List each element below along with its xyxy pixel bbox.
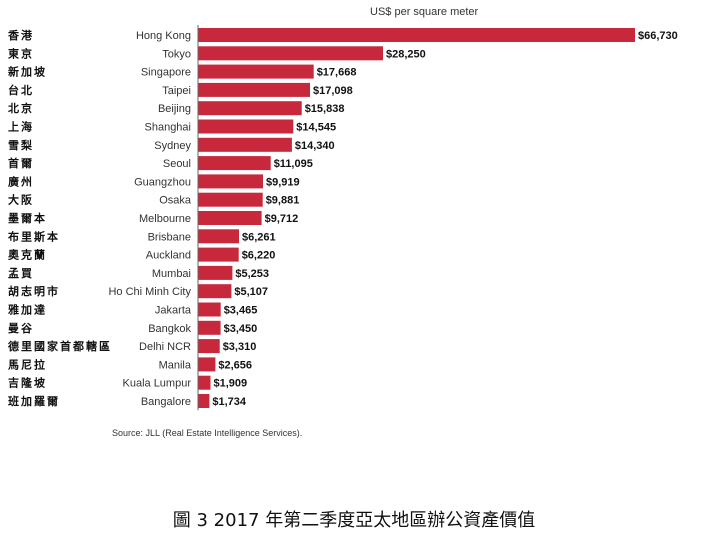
category-label: Shanghai	[145, 122, 192, 134]
bar	[198, 137, 292, 152]
bar	[198, 46, 383, 61]
category-label: Jakarta	[155, 305, 192, 317]
category-label: Melbourne	[139, 213, 191, 225]
value-label: $5,253	[235, 268, 269, 280]
bar	[198, 192, 263, 207]
value-label: $2,656	[218, 359, 252, 371]
category-label: Delhi NCR	[139, 341, 191, 353]
bar	[198, 64, 314, 79]
category-label: Auckland	[146, 250, 191, 262]
bar	[198, 284, 232, 299]
value-label: $17,668	[317, 67, 357, 79]
category-label-zh: 墨爾本	[8, 211, 47, 225]
bar	[198, 156, 271, 171]
category-label-zh: 廣州	[8, 174, 34, 188]
value-label: $17,098	[313, 85, 353, 97]
value-label: $9,881	[266, 195, 300, 207]
category-label: Kuala Lumpur	[123, 378, 192, 390]
category-label-zh: 北京	[8, 101, 34, 115]
value-label: $14,340	[295, 140, 335, 152]
category-label: Bangkok	[148, 323, 191, 335]
figure-caption: 圖 3 2017 年第二季度亞太地區辦公資產價值	[172, 510, 536, 531]
value-label: $3,450	[224, 323, 258, 335]
source-note: Source: JLL (Real Estate Intelligence Se…	[112, 428, 303, 438]
value-label: $1,734	[212, 396, 247, 408]
unit-label: US$ per square meter	[370, 6, 479, 18]
category-label-zh: 奧克蘭	[8, 248, 47, 262]
category-label-zh: 東京	[8, 46, 34, 60]
category-label: Sydney	[154, 140, 191, 152]
category-label-zh: 新加坡	[8, 65, 47, 79]
category-label-zh: 吉隆坡	[8, 376, 47, 390]
category-label: Brisbane	[148, 231, 191, 243]
bar	[198, 101, 302, 116]
category-label-zh: 上海	[8, 120, 34, 134]
value-label: $3,310	[223, 341, 257, 353]
bar	[198, 229, 239, 244]
value-label: $11,095	[274, 158, 313, 170]
value-label: $5,107	[234, 286, 268, 298]
category-label-zh: 德里國家首都轄區	[7, 339, 112, 353]
value-label: $6,261	[242, 231, 276, 243]
category-label: Bangalore	[141, 396, 191, 408]
category-label-zh: 馬尼拉	[8, 357, 47, 371]
category-label: Guangzhou	[134, 176, 191, 188]
bar	[198, 375, 211, 390]
bar	[198, 265, 233, 280]
category-label-zh: 班加羅爾	[8, 394, 60, 408]
category-label-zh: 香港	[7, 28, 34, 42]
value-label: $15,838	[305, 103, 345, 115]
value-label: $9,712	[265, 213, 299, 225]
bar	[198, 247, 239, 262]
value-label: $3,465	[224, 305, 258, 317]
bar	[198, 320, 221, 335]
bar	[198, 119, 294, 134]
value-label: $66,730	[638, 30, 678, 42]
value-label: $1,909	[214, 378, 248, 390]
category-label-zh: 雅加達	[8, 303, 47, 317]
bar	[198, 302, 221, 317]
bar	[198, 174, 263, 189]
bar	[198, 357, 216, 372]
category-label: Tokyo	[162, 48, 191, 60]
category-label: Singapore	[141, 67, 191, 79]
category-label: Ho Chi Minh City	[108, 286, 191, 298]
bar	[198, 28, 635, 42]
bar	[198, 211, 262, 225]
category-label: Osaka	[159, 195, 192, 207]
category-label: Mumbai	[152, 268, 191, 280]
value-label: $6,220	[242, 250, 276, 262]
value-label: $9,919	[266, 176, 300, 188]
category-label-zh: 胡志明市	[8, 284, 60, 298]
category-label: Seoul	[163, 158, 191, 170]
category-label-zh: 布里斯本	[8, 229, 60, 243]
value-label: $14,545	[296, 122, 336, 134]
category-label-zh: 台北	[8, 83, 34, 97]
category-label: Beijing	[158, 103, 191, 115]
category-label-zh: 曼谷	[8, 321, 34, 335]
category-label: Manila	[159, 359, 192, 371]
value-label: $28,250	[386, 48, 426, 60]
category-label-zh: 孟買	[8, 266, 34, 280]
category-label-zh: 大阪	[8, 193, 34, 207]
bar	[198, 82, 310, 97]
bar	[198, 394, 210, 408]
bar	[198, 339, 220, 354]
category-label: Hong Kong	[136, 30, 191, 42]
category-label-zh: 首爾	[8, 156, 34, 170]
category-label-zh: 雪梨	[8, 138, 34, 152]
category-label: Taipei	[162, 85, 191, 97]
